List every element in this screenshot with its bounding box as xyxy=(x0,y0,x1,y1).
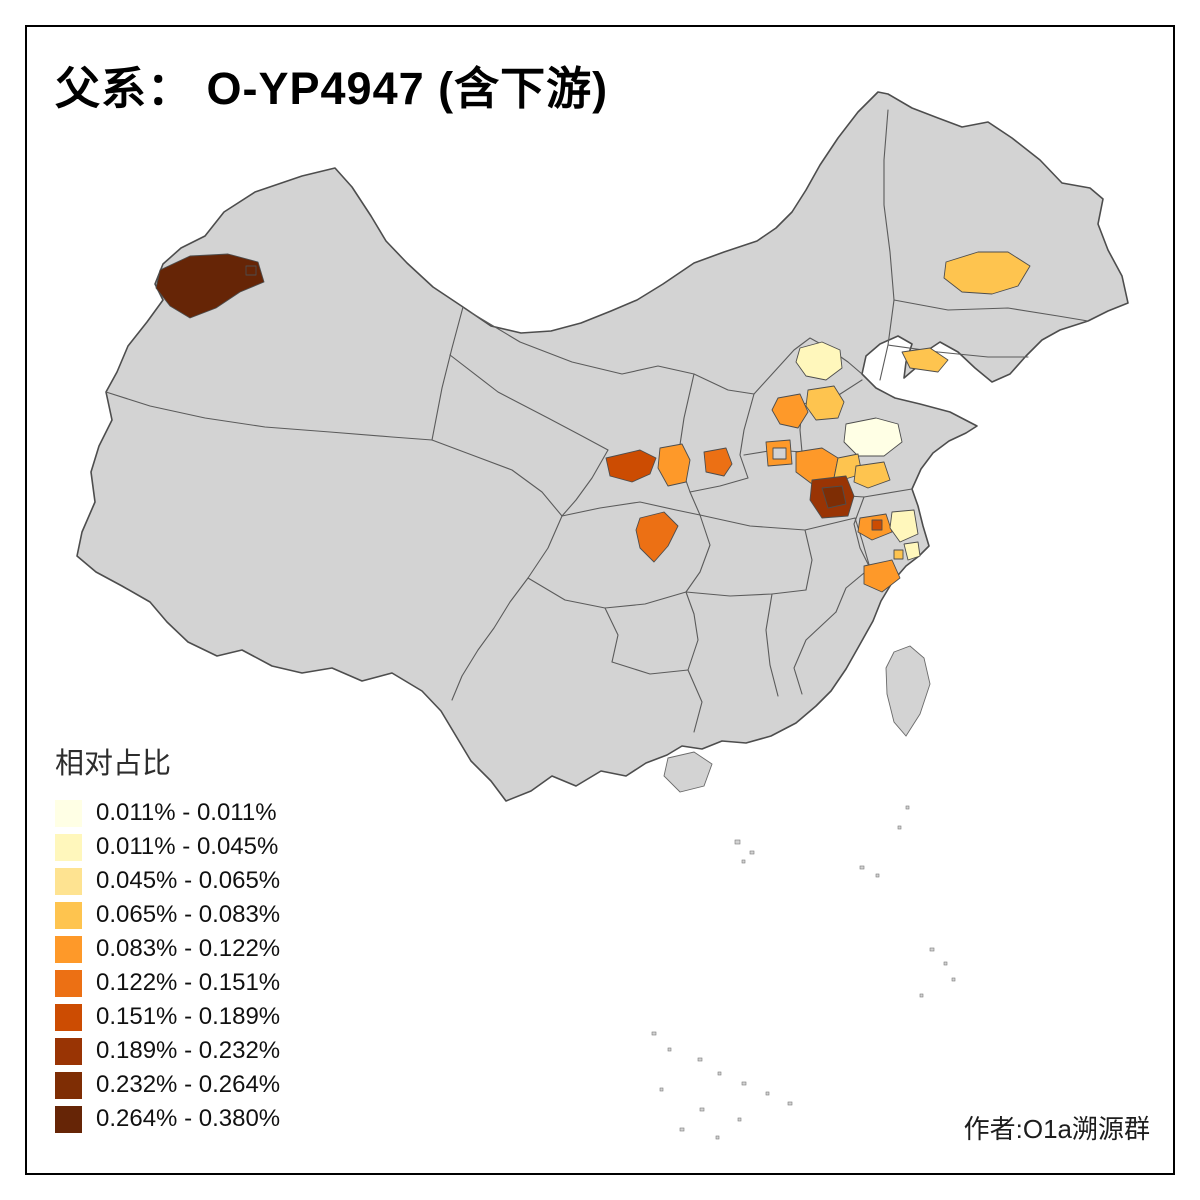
choropleth-region-13 xyxy=(821,485,847,509)
legend-label: 0.011% - 0.045% xyxy=(96,833,279,860)
choropleth-region-17 xyxy=(853,461,891,489)
legend-item: 0.122% - 0.151% xyxy=(55,966,280,1000)
choropleth-region-03 xyxy=(943,251,1031,295)
choropleth-region-01 xyxy=(155,253,265,319)
legend-swatch xyxy=(55,1037,82,1065)
legend-label: 0.264% - 0.380% xyxy=(96,1105,281,1132)
choropleth-region-06 xyxy=(771,393,809,429)
legend-item: 0.045% - 0.065% xyxy=(55,864,280,898)
choropleth-region-08 xyxy=(843,417,903,457)
legend-label: 0.065% - 0.083% xyxy=(96,901,281,928)
attribution: 作者:O1a溯源群 xyxy=(963,1114,1150,1144)
legend-swatch xyxy=(55,1071,82,1099)
legend-label: 0.083% - 0.122% xyxy=(96,935,281,962)
legend: 相对占比 0.011% - 0.011% 0.011% - 0.045% 0.0… xyxy=(55,740,280,1136)
legend-label: 0.232% - 0.264% xyxy=(96,1071,281,1098)
legend-label: 0.045% - 0.065% xyxy=(96,867,281,894)
choropleth-region-24 xyxy=(863,559,901,593)
legend-swatch xyxy=(55,833,82,861)
legend-item: 0.011% - 0.011% xyxy=(55,796,280,830)
legend-swatch xyxy=(55,799,82,827)
legend-swatch xyxy=(55,1003,82,1031)
legend-label: 0.151% - 0.189% xyxy=(96,1003,281,1030)
legend-swatch xyxy=(55,1105,82,1133)
legend-title: 相对占比 xyxy=(55,748,172,780)
legend-swatch xyxy=(55,969,82,997)
legend-item: 0.264% - 0.380% xyxy=(55,1102,280,1136)
legend-swatch xyxy=(55,935,82,963)
plot-frame-border xyxy=(25,25,1175,1175)
choropleth-region-16 xyxy=(703,447,733,477)
choropleth-region-15 xyxy=(605,449,657,483)
legend-swatch xyxy=(55,867,82,895)
choropleth-region-14 xyxy=(657,443,691,487)
choropleth-region-09-hole xyxy=(772,447,787,460)
choropleth-region-05 xyxy=(795,341,843,381)
choropleth-region-02 xyxy=(245,265,257,276)
legend-item: 0.232% - 0.264% xyxy=(55,1068,280,1102)
legend-label: 0.189% - 0.232% xyxy=(96,1037,281,1064)
choropleth-region-07 xyxy=(805,385,845,421)
choropleth-region-18 xyxy=(635,511,679,563)
legend-label: 0.011% - 0.011% xyxy=(96,799,277,826)
taiwan-island xyxy=(885,645,931,737)
legend-swatch xyxy=(55,901,82,929)
legend-item: 0.083% - 0.122% xyxy=(55,932,280,966)
hainan-island xyxy=(663,751,713,793)
legend-item: 0.065% - 0.083% xyxy=(55,898,280,932)
legend-item: 0.151% - 0.189% xyxy=(55,1000,280,1034)
choropleth-region-20 xyxy=(871,519,883,531)
legend-item: 0.189% - 0.232% xyxy=(55,1034,280,1068)
choropleth-region-23 xyxy=(893,549,904,560)
choropleth-region-21 xyxy=(889,509,919,543)
legend-item: 0.011% - 0.045% xyxy=(55,830,280,864)
plot-title: 父系： O-YP4947 (含下游) xyxy=(55,63,609,114)
sea-islands xyxy=(651,805,956,1140)
legend-label: 0.122% - 0.151% xyxy=(96,969,281,996)
choropleth-region-22 xyxy=(903,541,921,561)
choropleth-regions xyxy=(155,251,1031,593)
choropleth-region-04 xyxy=(901,347,949,373)
